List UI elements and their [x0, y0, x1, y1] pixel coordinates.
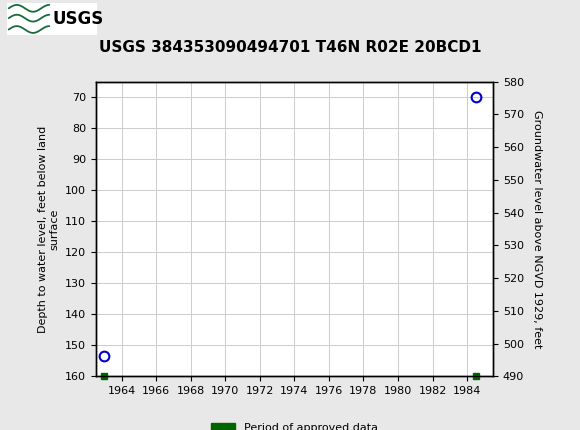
Text: USGS 384353090494701 T46N R02E 20BCD1: USGS 384353090494701 T46N R02E 20BCD1 [99, 40, 481, 55]
Y-axis label: Groundwater level above NGVD 1929, feet: Groundwater level above NGVD 1929, feet [532, 110, 542, 348]
Text: USGS: USGS [52, 10, 103, 28]
Legend: Period of approved data: Period of approved data [211, 423, 378, 430]
Bar [7, 3, 97, 35]
Y-axis label: Depth to water level, feet below land
surface: Depth to water level, feet below land su… [38, 126, 59, 332]
